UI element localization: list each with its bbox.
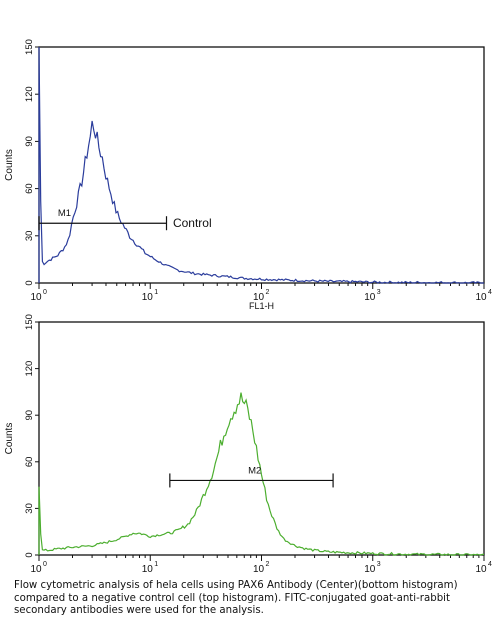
gate-label: M2	[248, 465, 261, 476]
x-tick-label: 10	[364, 292, 376, 303]
x-tick-exponent: 4	[488, 289, 492, 296]
y-tick-label: 120	[24, 86, 35, 102]
x-tick-exponent: 0	[43, 289, 47, 296]
y-tick-label: 90	[24, 136, 35, 147]
x-tick-label: 10	[253, 564, 265, 575]
x-tick-label: 10	[475, 292, 487, 303]
plot-frame	[38, 321, 485, 556]
x-tick-exponent: 2	[266, 561, 270, 568]
x-tick-exponent: 3	[377, 289, 381, 296]
x-tick-exponent: 1	[154, 289, 158, 296]
y-tick-label: 150	[24, 39, 35, 55]
x-tick-label: 10	[475, 564, 487, 575]
x-tick-label: 10	[30, 292, 42, 303]
histogram-line	[38, 46, 484, 284]
x-axis-label: FL1-H	[249, 301, 274, 311]
histogram-line	[38, 392, 485, 556]
control-label: Control	[173, 216, 212, 230]
y-tick-label: 0	[24, 552, 35, 557]
y-tick-label: 30	[24, 503, 35, 514]
y-tick-label: 0	[24, 280, 35, 285]
x-tick-exponent: 1	[154, 561, 158, 568]
y-axis-label: Counts	[4, 423, 15, 455]
y-tick-label: 90	[24, 410, 35, 421]
x-tick-label: 10	[253, 292, 265, 303]
x-tick-label: 10	[142, 564, 154, 575]
x-tick-exponent: 2	[266, 289, 270, 296]
x-tick-label: 10	[30, 564, 42, 575]
y-tick-label: 60	[24, 183, 35, 194]
y-tick-label: 30	[24, 231, 35, 242]
y-tick-label: 120	[24, 361, 35, 377]
x-tick-label: 10	[142, 292, 154, 303]
plot-frame	[38, 46, 485, 284]
y-tick-label: 150	[24, 314, 35, 330]
figure-caption: Flow cytometric analysis of hela cells u…	[14, 580, 458, 616]
y-tick-label: 60	[24, 457, 35, 468]
x-tick-exponent: 0	[43, 561, 47, 568]
x-tick-label: 10	[364, 564, 376, 575]
x-tick-exponent: 3	[377, 561, 381, 568]
y-axis-label: Counts	[4, 149, 15, 181]
gate-label: M1	[58, 208, 71, 219]
x-tick-exponent: 4	[488, 561, 492, 568]
